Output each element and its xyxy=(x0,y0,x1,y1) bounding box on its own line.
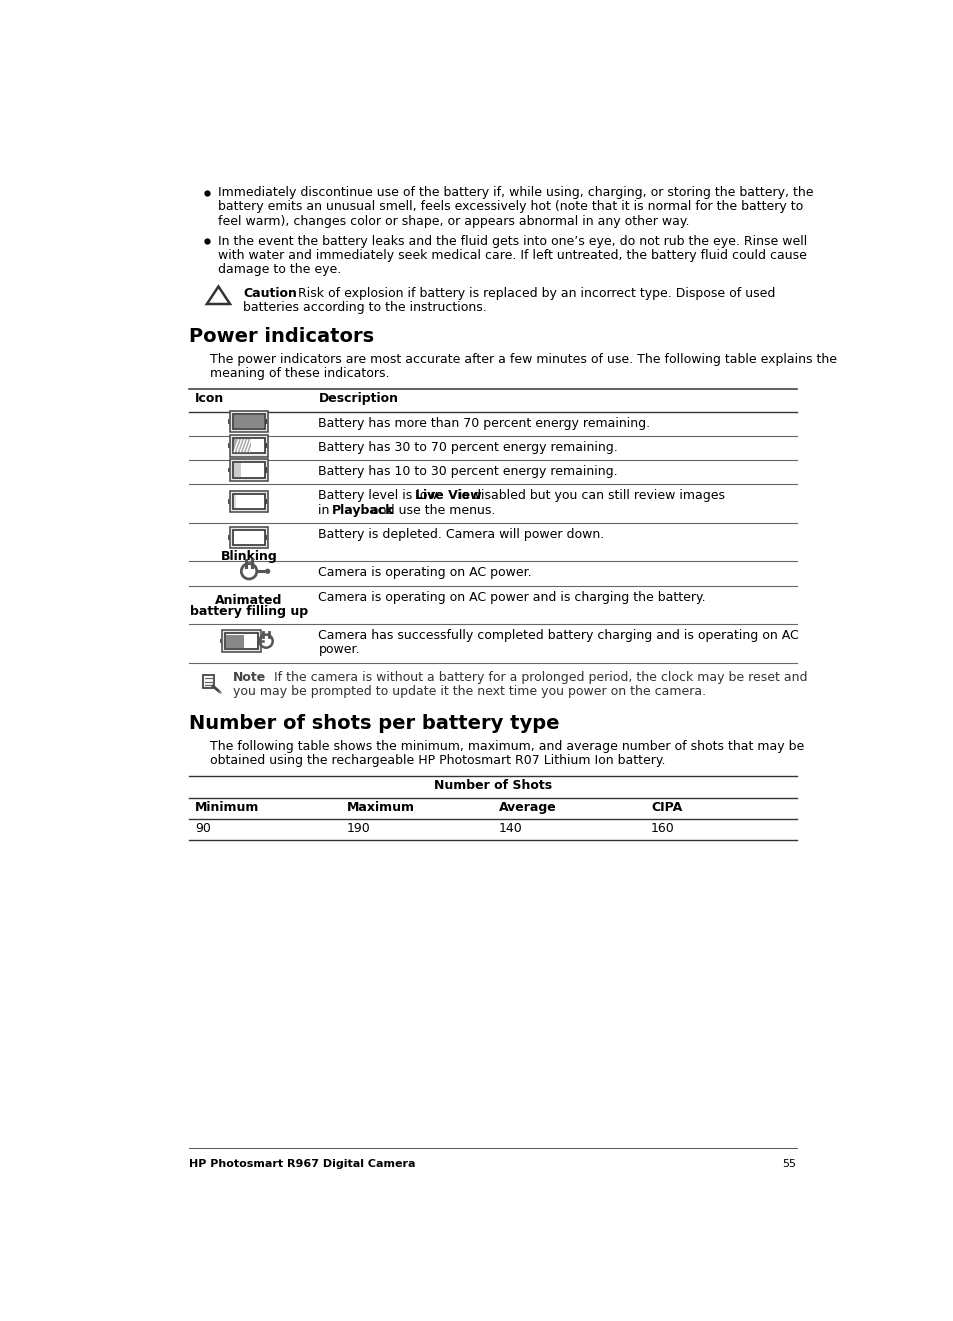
Bar xyxy=(265,443,267,448)
Text: The power indicators are most accurate after a few minutes of use. The following: The power indicators are most accurate a… xyxy=(210,353,836,366)
Text: batteries according to the instructions.: batteries according to the instructions. xyxy=(243,301,486,314)
Bar xyxy=(233,462,265,478)
Text: with water and immediately seek medical care. If left untreated, the battery flu: with water and immediately seek medical … xyxy=(217,250,805,263)
Text: and use the menus.: and use the menus. xyxy=(366,503,495,517)
Bar xyxy=(226,634,244,647)
Bar xyxy=(233,464,240,477)
Text: Risk of explosion if battery is replaced by an incorrect type. Dispose of used: Risk of explosion if battery is replaced… xyxy=(290,287,774,300)
Bar xyxy=(233,439,251,452)
Text: Battery level is low.: Battery level is low. xyxy=(318,490,444,502)
Bar xyxy=(265,535,267,540)
Bar xyxy=(228,444,230,448)
Text: In the event the battery leaks and the fluid gets into one’s eye, do not rub the: In the event the battery leaks and the f… xyxy=(217,235,806,248)
Bar xyxy=(233,439,265,453)
Text: HP Photosmart R967 Digital Camera: HP Photosmart R967 Digital Camera xyxy=(189,1159,416,1169)
Bar xyxy=(228,419,230,424)
Bar xyxy=(228,468,230,473)
Text: Caution: Caution xyxy=(243,287,296,300)
Bar xyxy=(233,530,265,546)
Text: Camera is operating on AC power.: Camera is operating on AC power. xyxy=(318,567,532,580)
Text: Average: Average xyxy=(498,801,557,814)
Text: Live View: Live View xyxy=(415,490,481,502)
Text: Number of shots per battery type: Number of shots per battery type xyxy=(189,715,558,733)
Text: feel warm), changes color or shape, or appears abnormal in any other way.: feel warm), changes color or shape, or a… xyxy=(217,215,688,227)
Bar xyxy=(203,675,213,688)
Text: Power indicators: Power indicators xyxy=(189,328,374,346)
Text: Note: Note xyxy=(233,671,266,684)
Polygon shape xyxy=(207,287,230,304)
Text: Animated: Animated xyxy=(215,594,282,606)
Bar xyxy=(233,494,265,509)
Text: Blinking: Blinking xyxy=(220,550,277,563)
Text: in: in xyxy=(318,503,334,517)
Text: obtained using the rechargeable HP Photosmart R07 Lithium Ion battery.: obtained using the rechargeable HP Photo… xyxy=(210,754,665,768)
Bar xyxy=(230,460,268,481)
Text: 90: 90 xyxy=(195,822,211,835)
Text: 190: 190 xyxy=(347,822,371,835)
Text: Maximum: Maximum xyxy=(347,801,415,814)
Text: Battery is depleted. Camera will power down.: Battery is depleted. Camera will power d… xyxy=(318,528,604,542)
Circle shape xyxy=(266,569,270,573)
Text: Minimum: Minimum xyxy=(195,801,259,814)
Text: damage to the eye.: damage to the eye. xyxy=(217,263,340,276)
Bar xyxy=(228,499,230,503)
Bar xyxy=(225,634,257,649)
Text: Battery has more than 70 percent energy remaining.: Battery has more than 70 percent energy … xyxy=(318,416,650,429)
Text: battery filling up: battery filling up xyxy=(190,605,308,618)
Text: you may be prompted to update it the next time you power on the camera.: you may be prompted to update it the nex… xyxy=(233,686,705,697)
Text: CIPA: CIPA xyxy=(650,801,681,814)
Text: The following table shows the minimum, maximum, and average number of shots that: The following table shows the minimum, m… xyxy=(210,740,803,753)
Bar xyxy=(233,415,264,428)
Text: Battery has 30 to 70 percent energy remaining.: Battery has 30 to 70 percent energy rema… xyxy=(318,441,618,454)
Text: power.: power. xyxy=(318,643,359,657)
Bar xyxy=(233,413,265,429)
Text: Battery has 10 to 30 percent energy remaining.: Battery has 10 to 30 percent energy rema… xyxy=(318,465,618,478)
Bar xyxy=(230,490,268,513)
Text: Description: Description xyxy=(318,392,398,406)
Text: Camera has successfully completed battery charging and is operating on AC: Camera has successfully completed batter… xyxy=(318,629,799,642)
Text: If the camera is without a battery for a prolonged period, the clock may be rese: If the camera is without a battery for a… xyxy=(266,671,806,684)
Bar xyxy=(230,527,268,548)
Bar xyxy=(233,495,236,509)
Text: Icon: Icon xyxy=(195,392,224,406)
Bar xyxy=(220,639,222,643)
Text: is disabled but you can still review images: is disabled but you can still review ima… xyxy=(455,490,724,502)
Bar xyxy=(265,499,267,505)
Text: Number of Shots: Number of Shots xyxy=(434,779,551,793)
Bar xyxy=(230,411,268,432)
Text: Playback: Playback xyxy=(332,503,394,517)
Bar xyxy=(265,419,267,424)
Bar xyxy=(230,435,268,457)
Text: Camera is operating on AC power and is charging the battery.: Camera is operating on AC power and is c… xyxy=(318,590,705,604)
Text: Immediately discontinue use of the battery if, while using, charging, or storing: Immediately discontinue use of the batte… xyxy=(217,186,812,199)
Bar xyxy=(222,630,260,653)
Text: 160: 160 xyxy=(650,822,674,835)
Text: meaning of these indicators.: meaning of these indicators. xyxy=(210,367,389,380)
Text: 140: 140 xyxy=(498,822,522,835)
Text: battery emits an unusual smell, feels excessively hot (note that it is normal fo: battery emits an unusual smell, feels ex… xyxy=(217,201,802,214)
Text: 55: 55 xyxy=(781,1159,796,1169)
Bar xyxy=(228,535,230,540)
Bar xyxy=(257,638,259,643)
Bar xyxy=(265,468,267,473)
